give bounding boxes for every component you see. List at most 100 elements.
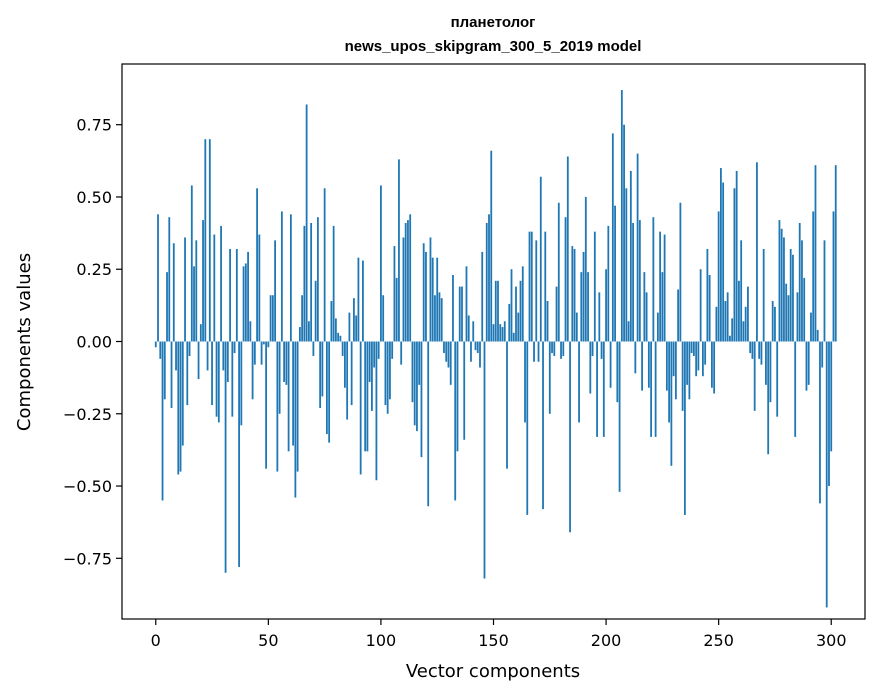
bar [629, 170, 632, 342]
bar [758, 341, 761, 359]
bar [670, 341, 673, 466]
bar [294, 341, 297, 498]
bar [562, 341, 565, 356]
y-tick-label: 0.00 [76, 333, 112, 352]
bar [517, 312, 520, 342]
x-tick-label: 250 [703, 631, 734, 650]
bar [738, 280, 740, 342]
plot-frame [121, 63, 866, 620]
x-tick-label: 150 [478, 631, 509, 650]
bar [747, 286, 749, 342]
bar [231, 341, 234, 417]
bar [391, 341, 394, 359]
bar [206, 341, 209, 371]
bar [591, 341, 594, 356]
bar [292, 341, 295, 446]
bar [634, 341, 637, 374]
bar [573, 249, 576, 342]
bar [521, 266, 524, 342]
y-tick-label: −0.75 [63, 549, 112, 568]
bar [186, 341, 189, 406]
bar [722, 182, 725, 342]
bar [607, 225, 610, 342]
bar [384, 341, 387, 406]
bar [274, 240, 276, 342]
bar [832, 211, 835, 342]
bar [816, 329, 819, 342]
bar [301, 295, 304, 342]
bar [202, 220, 204, 342]
bar [636, 153, 639, 342]
bar [420, 341, 423, 458]
bar [801, 240, 803, 342]
bar [393, 246, 396, 342]
bar [483, 341, 486, 579]
bar [756, 162, 758, 342]
bar [544, 231, 547, 342]
bar [339, 335, 342, 342]
bar [350, 341, 353, 406]
bar [364, 341, 367, 452]
bar [553, 341, 556, 356]
bar [213, 234, 216, 342]
bar [571, 246, 574, 342]
bar [645, 292, 648, 342]
bar [422, 243, 425, 342]
bar [305, 104, 308, 342]
bar [467, 315, 470, 342]
bar [440, 298, 443, 342]
bar [159, 341, 162, 359]
bar [819, 341, 821, 504]
bar [765, 341, 767, 385]
bar [798, 222, 801, 342]
bar [794, 341, 797, 437]
bar [812, 211, 815, 342]
bar [823, 240, 826, 342]
bar [566, 156, 569, 342]
bar [627, 321, 630, 342]
bar [616, 341, 619, 403]
bar [337, 332, 340, 342]
bar [416, 341, 418, 432]
bar [181, 341, 184, 446]
bar [677, 289, 680, 342]
bar [713, 341, 716, 394]
bar [334, 318, 337, 342]
bar [244, 263, 247, 342]
bar [492, 324, 495, 342]
y-tick-label: −0.25 [63, 405, 112, 424]
bar [690, 341, 693, 354]
bar [497, 280, 499, 342]
bars-group [154, 90, 837, 608]
bar [289, 214, 292, 342]
bar [341, 341, 344, 356]
bar [593, 231, 596, 342]
bar [377, 341, 380, 359]
bar [269, 295, 272, 342]
bar [465, 266, 468, 342]
bar [398, 159, 400, 342]
bar [753, 341, 756, 411]
bar [692, 341, 695, 356]
bar [470, 341, 472, 362]
bar [582, 251, 585, 342]
bar [632, 222, 634, 342]
bar [776, 341, 779, 417]
bar [530, 231, 533, 342]
bar [197, 341, 200, 380]
bar [503, 321, 506, 342]
x-axis-ticks: 0 50 100 150 200 250 300 [151, 619, 847, 650]
bar [519, 280, 522, 342]
bar [323, 188, 326, 342]
bar [706, 249, 709, 342]
bar [247, 251, 249, 342]
bar [560, 341, 562, 359]
bar [749, 341, 752, 354]
bar [785, 283, 788, 342]
bar [461, 286, 463, 342]
y-tick-label: 0.25 [76, 260, 112, 279]
bar [668, 341, 671, 423]
bar [458, 286, 461, 342]
bar [154, 341, 157, 348]
